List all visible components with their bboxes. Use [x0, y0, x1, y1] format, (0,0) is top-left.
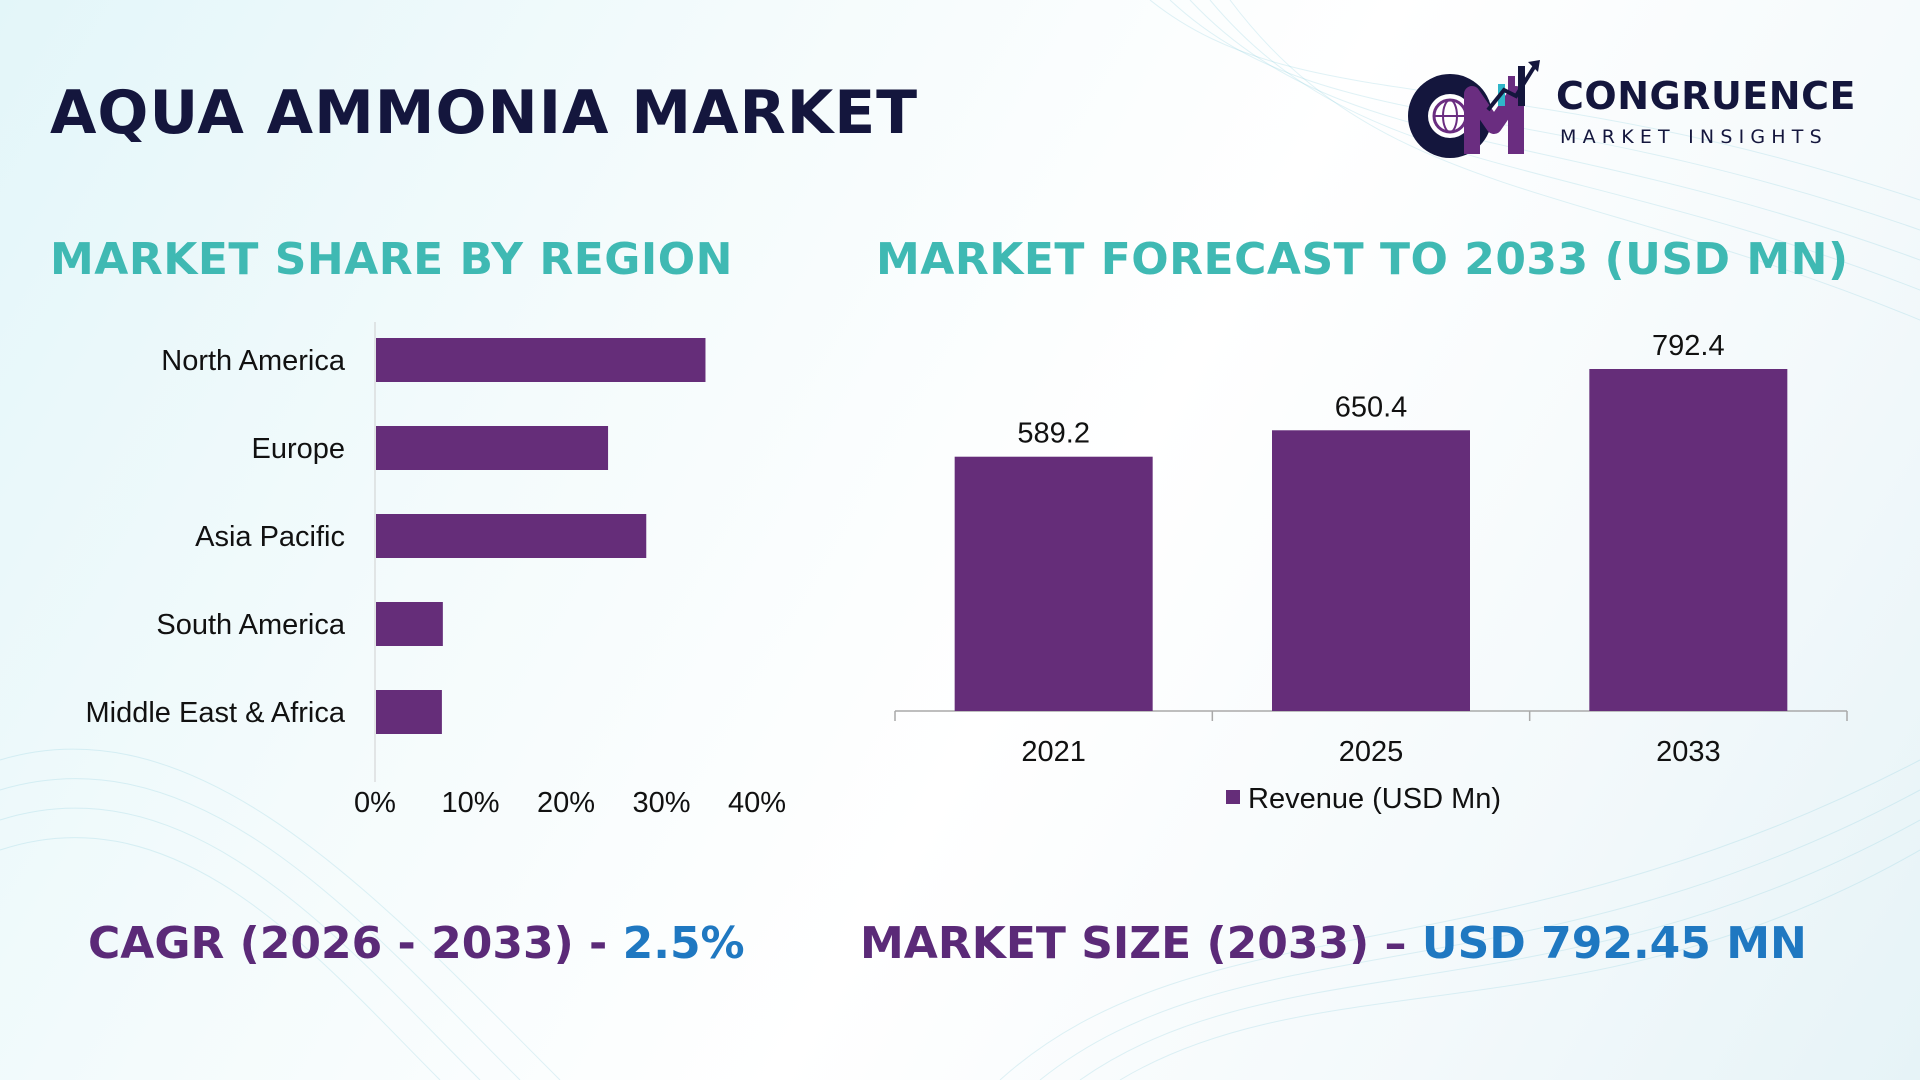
market-size-label: MARKET SIZE (2033) –: [860, 918, 1422, 969]
company-logo: CONGRUENCE MARKET INSIGHTS: [1400, 54, 1870, 164]
cagr-value: 2.5%: [622, 918, 745, 969]
logo-name: CONGRUENCE: [1556, 74, 1856, 118]
region-x-tick-label: 0%: [354, 787, 396, 819]
market-size-stat: MARKET SIZE (2033) – USD 792.45 MN: [860, 918, 1807, 969]
forecast-category-label: 2033: [1656, 736, 1721, 768]
globe-chart-logo-icon: [1408, 60, 1540, 158]
forecast-category-label: 2021: [1021, 736, 1086, 768]
region-x-tick-label: 10%: [441, 787, 499, 819]
region-x-tick-label: 20%: [537, 787, 595, 819]
region-bar: [376, 690, 442, 734]
forecast-category-label: 2025: [1339, 736, 1404, 768]
forecast-data-label: 589.2: [1017, 418, 1090, 450]
forecast-data-label: 792.4: [1652, 330, 1725, 362]
forecast-bar: [954, 456, 1153, 711]
page-title: AQUA AMMONIA MARKET: [50, 78, 919, 148]
forecast-bar: [1272, 430, 1470, 711]
region-category-label: South America: [156, 609, 345, 641]
forecast-bar: [1589, 369, 1788, 711]
forecast-legend: Revenue (USD Mn): [1226, 783, 1501, 815]
region-category-label: Middle East & Africa: [86, 697, 346, 729]
region-bar: [376, 602, 443, 646]
cagr-stat: CAGR (2026 - 2033) - 2.5%: [88, 918, 745, 969]
forecast-data-label: 650.4: [1335, 391, 1408, 423]
region-bar: [376, 514, 647, 558]
region-bar: [376, 426, 609, 470]
logo-tagline: MARKET INSIGHTS: [1560, 126, 1828, 148]
region-x-tick-label: 40%: [728, 787, 786, 819]
market-size-value: USD 792.45 MN: [1421, 918, 1807, 969]
region-share-chart: North America Europe Asia Pacific South Ame…: [86, 322, 786, 819]
region-bar: [376, 338, 706, 382]
region-x-tick-label: 30%: [632, 787, 690, 819]
region-category-label: Asia Pacific: [195, 521, 345, 553]
cagr-label: CAGR (2026 - 2033) -: [88, 918, 623, 969]
forecast-chart: 589.2 2021 650.4 2025 792.4 2033 Revenue (USD …: [894, 330, 1848, 815]
region-category-label: Europe: [251, 433, 345, 465]
legend-label: Revenue (USD Mn): [1248, 783, 1501, 815]
legend-swatch: [1226, 790, 1240, 804]
region-share-title: MARKET SHARE BY REGION: [50, 234, 733, 285]
forecast-title: MARKET FORECAST TO 2033 (USD MN): [876, 234, 1849, 285]
region-category-label: North America: [161, 345, 346, 377]
